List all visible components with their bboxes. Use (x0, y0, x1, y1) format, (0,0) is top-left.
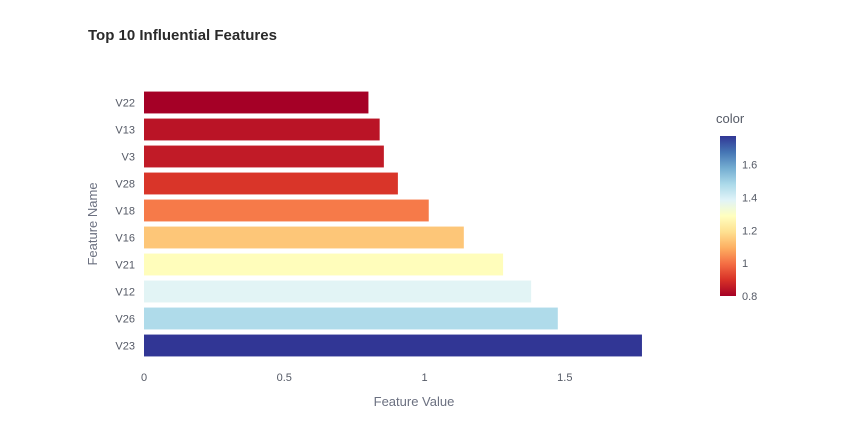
bar-v22 (144, 91, 369, 114)
x-axis-title: Feature Value (374, 394, 455, 409)
x-tick-label: 1.5 (557, 372, 572, 384)
y-tick-label-v12: V12 (115, 287, 135, 299)
y-tick-label-v23: V23 (115, 341, 135, 353)
y-tick-label-v26: V26 (115, 314, 135, 326)
bar-v12 (144, 280, 532, 303)
y-tick-labels: V22 V13 V3 V28 V18 V16 V21 V12 V26 V23 (115, 98, 135, 353)
y-tick-label-v22: V22 (115, 98, 135, 110)
colorbar: color 0.8 1 1.2 1.4 1.6 (716, 111, 757, 303)
bar-v13 (144, 118, 380, 141)
bar-v28 (144, 172, 398, 195)
y-axis-title: Feature Name (85, 182, 100, 265)
colorbar-tick-label: 0.8 (742, 291, 757, 303)
bar-v16 (144, 226, 464, 249)
colorbar-tick-label: 1.2 (742, 225, 757, 237)
colorbar-tick-label: 1.4 (742, 193, 757, 205)
colorbar-title: color (716, 111, 745, 126)
x-tick-label: 1 (421, 372, 427, 384)
x-tick-labels: 0 0.5 1 1.5 (141, 372, 573, 384)
colorbar-tick-label: 1.6 (742, 160, 757, 172)
colorbar-gradient (720, 136, 736, 296)
bar-v23 (144, 334, 642, 357)
bar-v21 (144, 253, 504, 276)
y-tick-label-v28: V28 (115, 179, 135, 191)
bar-v18 (144, 199, 429, 222)
y-tick-label-v16: V16 (115, 233, 135, 245)
chart-title: Top 10 Influential Features (88, 27, 277, 44)
y-tick-label-v18: V18 (115, 206, 135, 218)
colorbar-tick-label: 1 (742, 258, 748, 270)
colorbar-tick-labels: 0.8 1 1.2 1.4 1.6 (742, 160, 757, 303)
x-tick-label: 0 (141, 372, 147, 384)
bars-group (144, 91, 642, 357)
bar-v3 (144, 145, 384, 168)
y-tick-label-v3: V3 (122, 152, 135, 164)
x-tick-label: 0.5 (277, 372, 292, 384)
y-tick-label-v13: V13 (115, 125, 135, 137)
bar-v26 (144, 307, 558, 330)
y-tick-label-v21: V21 (115, 260, 135, 272)
